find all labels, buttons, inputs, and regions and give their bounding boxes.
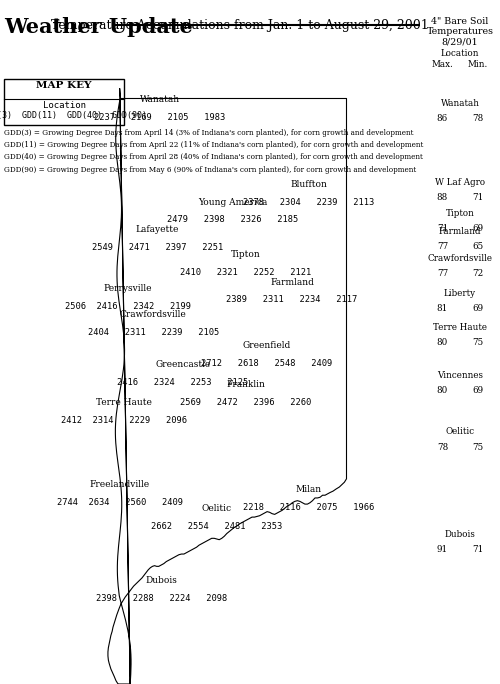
- Text: 2712   2618   2548   2409: 2712 2618 2548 2409: [201, 359, 332, 368]
- Text: Farmland: Farmland: [270, 278, 314, 287]
- Text: Liberty: Liberty: [444, 289, 476, 298]
- Text: Tipton: Tipton: [446, 209, 474, 218]
- Text: Perrysville: Perrysville: [104, 285, 152, 293]
- Text: GDD(90) = Growing Degree Days from May 6 (90% of Indiana's corn planted), for co: GDD(90) = Growing Degree Days from May 6…: [4, 166, 416, 174]
- Text: 4" Bare Soil: 4" Bare Soil: [432, 17, 488, 26]
- Text: 71: 71: [472, 545, 483, 554]
- Text: 86: 86: [437, 114, 448, 123]
- Text: Dubois: Dubois: [146, 576, 178, 585]
- Text: GDD(40) = Growing Degree Days from April 28 (40% of Indiana's corn planted), for: GDD(40) = Growing Degree Days from April…: [4, 153, 423, 161]
- Text: 78: 78: [437, 443, 448, 451]
- Text: 71: 71: [472, 193, 483, 202]
- Text: Terre Haute: Terre Haute: [433, 323, 487, 332]
- Text: Temperatures: Temperatures: [426, 27, 494, 36]
- Text: Milan: Milan: [296, 485, 322, 494]
- Text: Oelitic: Oelitic: [446, 428, 474, 436]
- Text: GDD(3)  GDD(11)  GDD(40)  GDD(90): GDD(3) GDD(11) GDD(40) GDD(90): [0, 111, 146, 120]
- Text: Young America: Young America: [198, 198, 268, 207]
- Text: Vincennes: Vincennes: [437, 371, 483, 380]
- Text: 2569   2472   2396   2260: 2569 2472 2396 2260: [180, 398, 312, 407]
- Text: 8/29/01: 8/29/01: [442, 38, 478, 47]
- Text: 2218   2116   2075   1966: 2218 2116 2075 1966: [243, 503, 374, 512]
- Text: Lafayette: Lafayette: [136, 225, 179, 234]
- Text: Wanatah: Wanatah: [440, 99, 480, 108]
- Text: 75: 75: [472, 443, 483, 451]
- Text: 80: 80: [437, 338, 448, 347]
- Text: 2506  2416   2342   2199: 2506 2416 2342 2199: [65, 302, 191, 311]
- Text: 2549   2471   2397   2251: 2549 2471 2397 2251: [92, 243, 223, 252]
- Text: GDD(11) = Growing Degree Days from April 22 (11% of Indiana's corn planted), for: GDD(11) = Growing Degree Days from April…: [4, 141, 424, 149]
- Text: Max.: Max.: [432, 60, 454, 68]
- Text: 77: 77: [437, 269, 448, 278]
- Text: 2404   2311   2239   2105: 2404 2311 2239 2105: [88, 328, 219, 337]
- Text: Tipton: Tipton: [231, 250, 260, 259]
- Text: Freelandville: Freelandville: [90, 480, 150, 489]
- Text: Temperature Accumulations from Jan. 1 to August 29, 2001: Temperature Accumulations from Jan. 1 to…: [50, 19, 428, 32]
- Text: 2412  2314   2229   2096: 2412 2314 2229 2096: [61, 416, 187, 425]
- Text: 2389   2311   2234   2117: 2389 2311 2234 2117: [226, 295, 358, 304]
- Text: 2237   2169   2105   1983: 2237 2169 2105 1983: [94, 113, 225, 122]
- Text: Greenfield: Greenfield: [242, 341, 291, 350]
- Text: Dubois: Dubois: [444, 530, 476, 539]
- Text: Franklin: Franklin: [226, 380, 265, 389]
- Text: 69: 69: [472, 224, 483, 233]
- Text: Oelitic: Oelitic: [201, 504, 232, 513]
- Text: 2662   2554   2481   2353: 2662 2554 2481 2353: [150, 522, 282, 531]
- Text: 91: 91: [437, 545, 448, 554]
- Text: Location: Location: [441, 49, 479, 58]
- Text: 72: 72: [472, 269, 483, 278]
- Text: Weather Update: Weather Update: [4, 17, 193, 37]
- Text: 2410   2321   2252   2121: 2410 2321 2252 2121: [180, 268, 312, 277]
- Text: 75: 75: [472, 338, 483, 347]
- Text: 2398   2288   2224   2098: 2398 2288 2224 2098: [96, 594, 228, 603]
- Text: Crawfordsville: Crawfordsville: [120, 311, 186, 319]
- Text: Crawfordsville: Crawfordsville: [428, 254, 492, 263]
- Text: 69: 69: [472, 304, 483, 313]
- Text: Farmland: Farmland: [439, 227, 481, 236]
- Text: 2479   2398   2326   2185: 2479 2398 2326 2185: [168, 215, 298, 224]
- Text: 78: 78: [472, 114, 483, 123]
- Text: Bluffton: Bluffton: [290, 181, 327, 189]
- Text: MAP KEY: MAP KEY: [36, 81, 92, 90]
- Text: W Laf Agro: W Laf Agro: [435, 178, 485, 187]
- Text: 69: 69: [472, 386, 483, 395]
- Text: GDD(3) = Growing Degree Days from April 14 (3% of Indiana's corn planted), for c: GDD(3) = Growing Degree Days from April …: [4, 129, 414, 137]
- Text: 77: 77: [437, 242, 448, 251]
- Text: Location: Location: [42, 101, 86, 109]
- Text: 65: 65: [472, 242, 483, 251]
- Text: Min.: Min.: [468, 60, 487, 68]
- Text: Terre Haute: Terre Haute: [96, 398, 152, 407]
- FancyBboxPatch shape: [4, 79, 124, 125]
- Text: 80: 80: [437, 386, 448, 395]
- Text: 88: 88: [437, 193, 448, 202]
- Text: 2416   2324   2253   2125: 2416 2324 2253 2125: [117, 378, 248, 386]
- Text: 2744  2634   2560   2409: 2744 2634 2560 2409: [56, 498, 182, 507]
- Text: 2378   2304   2239   2113: 2378 2304 2239 2113: [243, 198, 374, 207]
- Text: 71: 71: [437, 224, 448, 233]
- Text: 81: 81: [437, 304, 448, 313]
- Text: Wanatah: Wanatah: [140, 95, 179, 104]
- Text: Greencastle: Greencastle: [155, 360, 210, 369]
